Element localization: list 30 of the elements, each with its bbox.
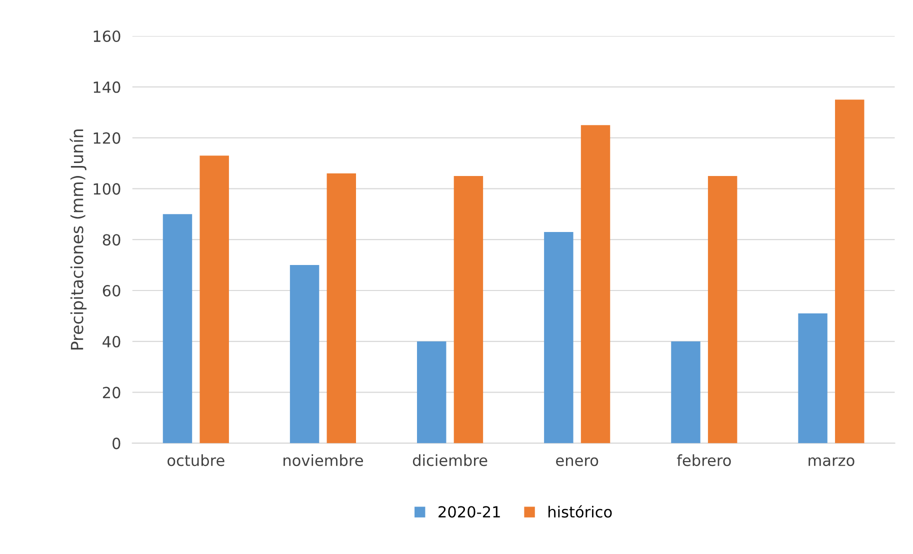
- y-axis-title: Precipitaciones (mm) Junín: [70, 130, 87, 350]
- bar: [326, 173, 356, 444]
- y-tick-label: 0: [112, 438, 120, 450]
- y-tick-label: 40: [102, 336, 120, 348]
- x-tick-label: febrero: [676, 454, 731, 466]
- y-tick-label: 80: [102, 234, 120, 246]
- bar: [835, 100, 864, 444]
- legend-label: histórico: [548, 505, 612, 518]
- y-tick-label: 20: [102, 386, 120, 398]
- bar: [544, 232, 574, 444]
- bar: [708, 176, 738, 444]
- bar: [162, 214, 192, 444]
- y-tick-label: 140: [94, 81, 120, 93]
- x-tick-label: enero: [556, 457, 598, 466]
- bar: [200, 156, 229, 444]
- y-tick-label: 120: [94, 132, 120, 144]
- bar: [671, 341, 700, 444]
- bar: [290, 265, 320, 444]
- legend-label: 2020-21: [438, 506, 500, 518]
- x-tick-label: noviembre: [284, 454, 363, 466]
- x-tick-label: marzo: [808, 457, 854, 466]
- bar: [417, 341, 446, 444]
- y-tick-label: 160: [94, 30, 120, 42]
- x-tick-label: octubre: [168, 454, 224, 466]
- y-tick-label: 100: [94, 183, 120, 195]
- y-tick-label: 60: [102, 284, 120, 297]
- bar: [580, 125, 610, 444]
- x-tick-label: diciembre: [412, 454, 488, 466]
- bar: [798, 313, 828, 444]
- bar: [454, 176, 484, 444]
